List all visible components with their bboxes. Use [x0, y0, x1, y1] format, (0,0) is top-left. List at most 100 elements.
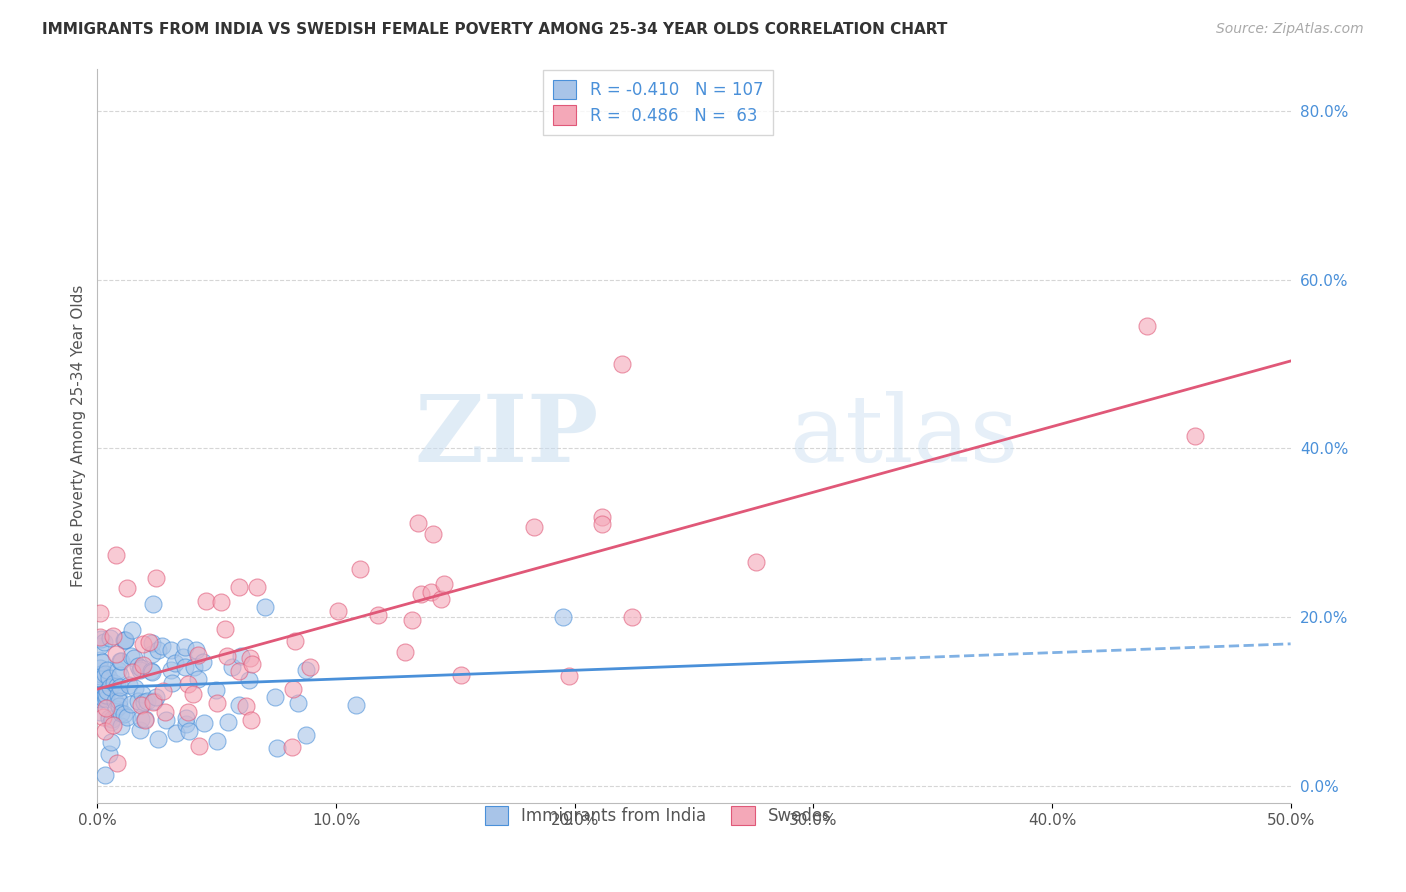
Point — [110, 718, 132, 732]
Point — [193, 716, 215, 731]
Point — [107, 664, 129, 678]
Point — [89, 607, 111, 621]
Point — [96, 701, 118, 715]
Point — [153, 706, 176, 720]
Point — [165, 725, 187, 739]
Point — [134, 713, 156, 727]
Point — [142, 597, 165, 611]
Point — [620, 610, 643, 624]
Point — [281, 739, 304, 754]
Point — [401, 613, 423, 627]
Point — [174, 640, 197, 655]
Point — [94, 768, 117, 782]
Point — [228, 580, 250, 594]
Point — [110, 654, 132, 668]
Legend: Immigrants from India, Swedes: Immigrants from India, Swedes — [474, 796, 842, 835]
Point — [127, 659, 149, 673]
Point — [90, 672, 112, 686]
Point — [135, 694, 157, 708]
Point — [179, 723, 201, 738]
Point — [159, 663, 181, 677]
Point — [745, 555, 768, 569]
Point — [98, 680, 121, 694]
Text: atlas: atlas — [789, 391, 1019, 481]
Point — [160, 676, 183, 690]
Point — [266, 740, 288, 755]
Point — [430, 592, 453, 607]
Point — [177, 705, 200, 719]
Point — [103, 675, 125, 690]
Point — [150, 640, 173, 654]
Point — [98, 711, 121, 725]
Point — [94, 666, 117, 681]
Point — [194, 594, 217, 608]
Point — [96, 688, 118, 702]
Point — [450, 668, 472, 682]
Point — [138, 634, 160, 648]
Point — [129, 712, 152, 726]
Point — [152, 684, 174, 698]
Point — [551, 610, 574, 624]
Point — [89, 630, 111, 644]
Point — [183, 660, 205, 674]
Point — [105, 648, 128, 662]
Point — [121, 665, 143, 679]
Point — [159, 643, 181, 657]
Point — [217, 714, 239, 729]
Point — [558, 669, 581, 683]
Point — [409, 586, 432, 600]
Text: Source: ZipAtlas.com: Source: ZipAtlas.com — [1216, 22, 1364, 37]
Point — [139, 664, 162, 678]
Point — [394, 645, 416, 659]
Point — [115, 710, 138, 724]
Point — [89, 669, 111, 683]
Point — [132, 657, 155, 672]
Point — [128, 723, 150, 737]
Point — [98, 632, 121, 646]
Point — [591, 517, 613, 532]
Point — [89, 653, 111, 667]
Point — [89, 705, 111, 719]
Point — [287, 696, 309, 710]
Point — [96, 684, 118, 698]
Point — [177, 677, 200, 691]
Point — [422, 527, 444, 541]
Point — [217, 648, 239, 663]
Point — [131, 687, 153, 701]
Point — [93, 690, 115, 705]
Point — [205, 696, 228, 710]
Point — [283, 681, 305, 696]
Point — [112, 707, 135, 722]
Point — [284, 634, 307, 648]
Point — [191, 655, 214, 669]
Point — [165, 656, 187, 670]
Point — [295, 663, 318, 677]
Point — [221, 659, 243, 673]
Point — [90, 632, 112, 646]
Point — [93, 688, 115, 702]
Text: ZIP: ZIP — [415, 391, 599, 481]
Point — [145, 571, 167, 585]
Point — [129, 698, 152, 712]
Point — [101, 718, 124, 732]
Point — [245, 581, 267, 595]
Point — [406, 516, 429, 531]
Point — [96, 663, 118, 677]
Point — [98, 747, 121, 761]
Point — [120, 698, 142, 712]
Point — [214, 622, 236, 636]
Point — [96, 692, 118, 706]
Point — [108, 668, 131, 682]
Point — [205, 682, 228, 697]
Point — [105, 549, 128, 563]
Point — [89, 685, 111, 699]
Point — [187, 648, 209, 662]
Point — [155, 713, 177, 727]
Point — [108, 680, 131, 694]
Point — [239, 714, 262, 728]
Point — [183, 687, 205, 701]
Point — [104, 694, 127, 708]
Point — [90, 667, 112, 681]
Point — [121, 623, 143, 637]
Point — [145, 690, 167, 704]
